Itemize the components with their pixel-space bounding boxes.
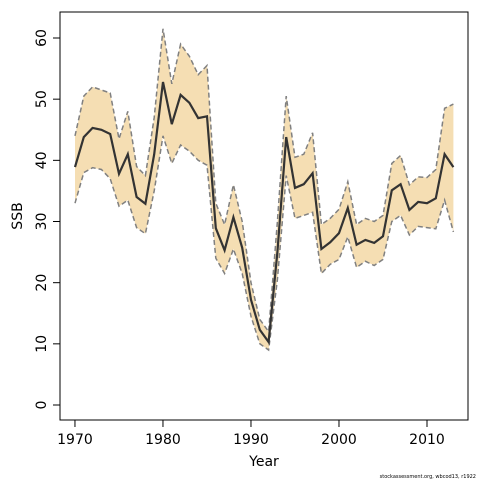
- x-tick-label: 1970: [57, 432, 93, 448]
- y-tick-label: 60: [34, 29, 50, 47]
- plot-frame: [59, 11, 469, 421]
- upper-bound: [74, 28, 454, 334]
- x-tick-label: 1990: [233, 432, 269, 448]
- y-tick-label: 40: [34, 151, 50, 169]
- footnote: stockassessment.org, wbcod13, r1922: [380, 474, 476, 480]
- ssb-line: [73, 81, 455, 346]
- x-axis-label: Year: [248, 454, 279, 470]
- y-tick-label: 10: [34, 335, 50, 353]
- x-tick-label: 2010: [409, 432, 445, 448]
- confidence-band: [75, 28, 454, 351]
- y-tick-label: 50: [34, 90, 50, 108]
- x-tick-label: 1980: [145, 432, 181, 448]
- y-tick-label: 20: [34, 274, 50, 292]
- x-tick-label: 2000: [321, 432, 357, 448]
- y-axis-label: SSB: [10, 202, 26, 229]
- y-tick-label: 30: [34, 213, 50, 231]
- y-tick-label: 0: [34, 401, 50, 410]
